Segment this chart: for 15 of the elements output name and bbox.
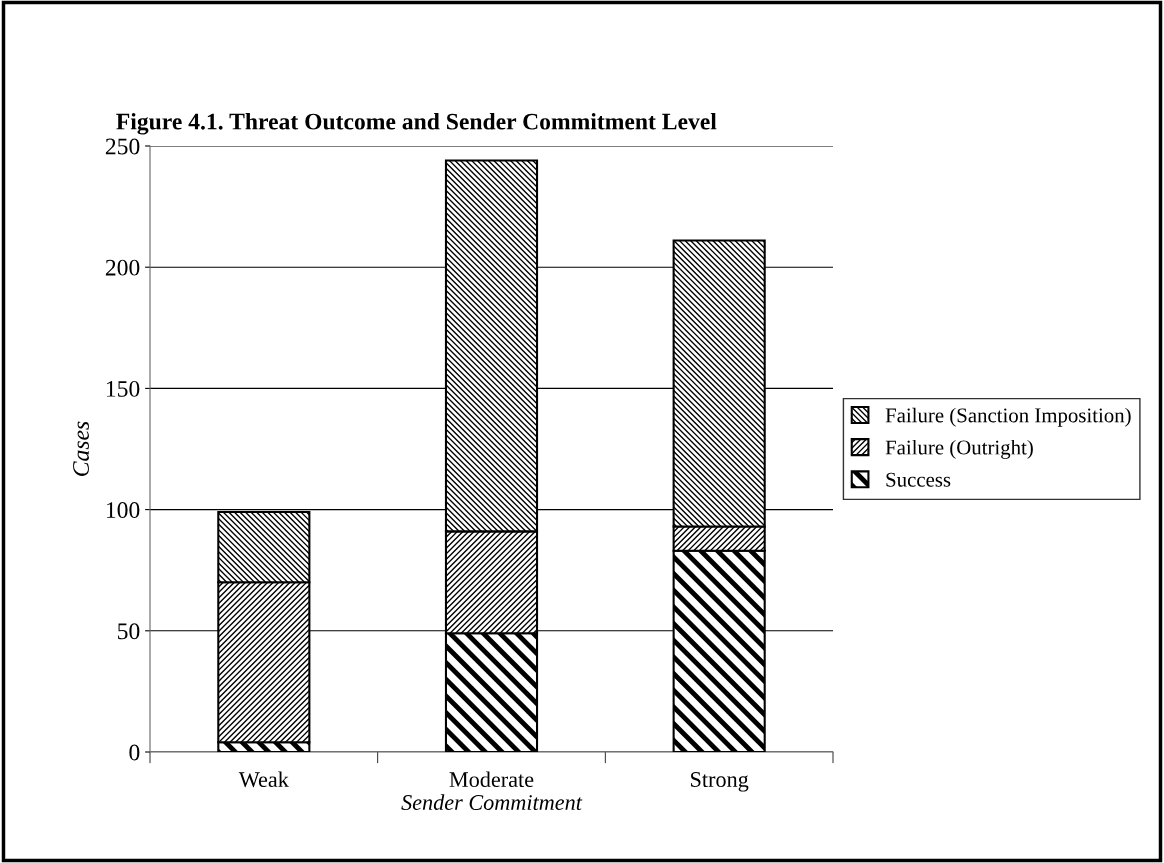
legend-label: Failure (Outright) [885,439,1033,459]
x-tick-label: Weak [238,771,289,788]
y-axis-title: Cases [73,421,89,476]
x-tick-label: Strong [691,772,749,792]
x-axis-title: Sender Commitment [401,794,583,811]
legend-label: Failure (Sanction Imposition) [885,407,1131,427]
x-tick-label: Moderate [449,771,534,788]
y-tick-label: 0 [129,744,140,761]
legend-label: Success [886,472,951,487]
y-tick-label: 250 [105,138,140,155]
y-tick-label: 50 [118,623,140,640]
y-tick-label: 150 [106,380,140,397]
chart-title: Figure 4.1. Threat Outcome and Sender Commitment Level [116,112,717,135]
y-tick-label: 200 [105,259,140,276]
y-tick-label: 100 [106,502,140,519]
